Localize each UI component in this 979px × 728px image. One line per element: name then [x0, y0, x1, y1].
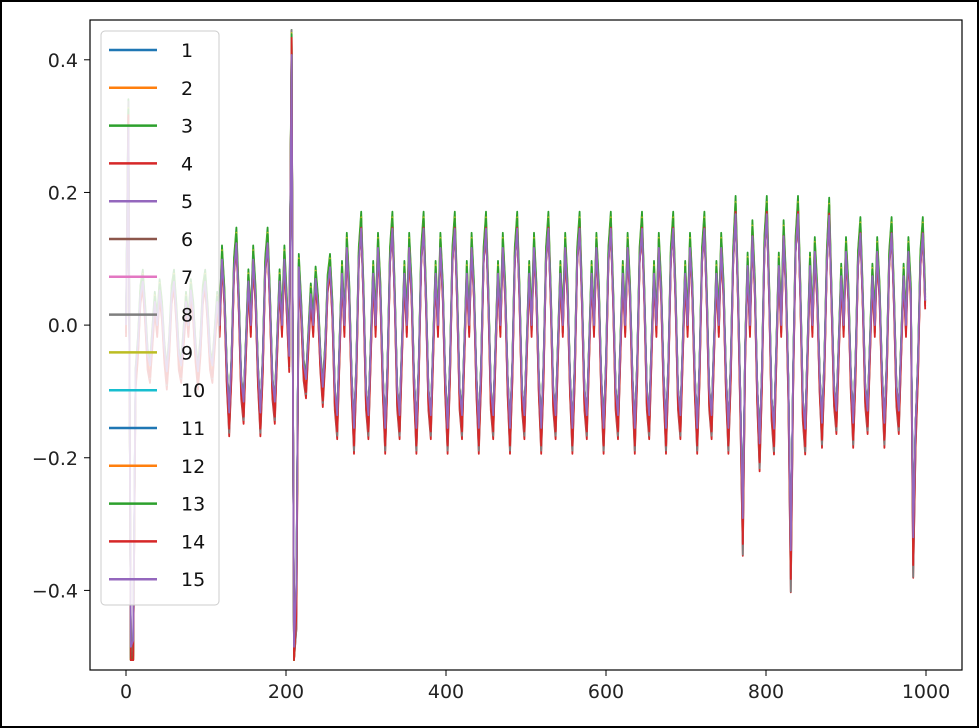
y-tick-label: 0.4 — [48, 50, 78, 72]
x-tick-label: 1000 — [902, 681, 950, 703]
y-tick-label: 0.2 — [48, 182, 78, 204]
legend-label-3: 3 — [181, 116, 193, 138]
legend-label-12: 12 — [181, 456, 205, 478]
x-tick-label: 200 — [268, 681, 304, 703]
x-tick-label: 800 — [748, 681, 784, 703]
y-tick-label: −0.2 — [32, 448, 78, 470]
x-tick-label: 400 — [428, 681, 464, 703]
legend-label-9: 9 — [181, 342, 193, 364]
x-axis: 0 200 400 600 800 1000 — [120, 670, 950, 703]
legend-label-1: 1 — [181, 40, 193, 62]
series-layer — [125, 28, 927, 661]
legend-box — [100, 30, 220, 606]
legend-label-8: 8 — [181, 305, 193, 327]
x-tick-label: 600 — [588, 681, 624, 703]
legend-label-4: 4 — [181, 153, 193, 175]
y-tick-label: −0.4 — [32, 580, 78, 602]
legend-label-15: 15 — [181, 569, 205, 591]
y-tick-label: 0.0 — [48, 315, 78, 337]
legend-label-5: 5 — [181, 191, 193, 213]
legend-label-10: 10 — [181, 380, 205, 402]
legend-label-6: 6 — [181, 229, 193, 251]
series-line-15 — [125, 54, 927, 648]
legend-label-7: 7 — [181, 267, 193, 289]
legend-label-14: 14 — [181, 531, 205, 553]
y-axis: −0.4 −0.2 0.0 0.2 0.4 — [32, 50, 90, 602]
legend-label-2: 2 — [181, 78, 193, 100]
legend-label-11: 11 — [181, 418, 205, 440]
legend-label-13: 13 — [181, 494, 205, 516]
x-tick-label: 0 — [120, 681, 132, 703]
axes-border — [89, 19, 963, 671]
